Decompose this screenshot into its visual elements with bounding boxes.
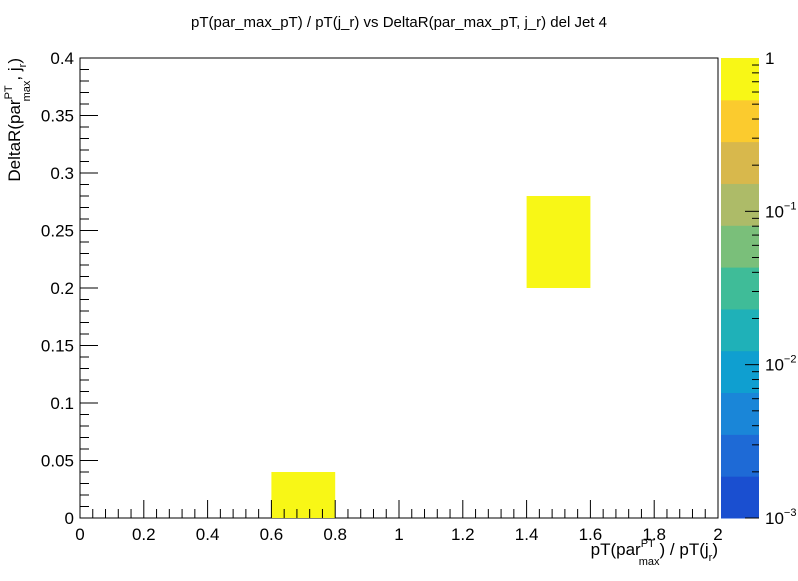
colorbar-label: 10−2	[765, 354, 796, 375]
y-axis-title-close: )	[5, 58, 24, 64]
y-tick-label: 0.2	[50, 279, 74, 298]
colorbar-band	[721, 476, 759, 519]
y-tick-label: 0.15	[41, 337, 74, 356]
x-tick-label: 1.6	[579, 525, 603, 544]
y-tick-label: 0.05	[41, 452, 74, 471]
colorbar-band	[721, 267, 759, 310]
x-axis-title-sub2: r	[709, 552, 713, 564]
heatmap-cell-0	[271, 472, 336, 518]
x-tick-label: 0.4	[196, 525, 220, 544]
y-tick-label: 0.3	[50, 164, 74, 183]
x-axis-title-close: )	[712, 540, 718, 559]
colorbar-band	[721, 392, 759, 435]
heatmap-cell-1	[526, 196, 591, 288]
heatmap-cells	[271, 196, 591, 518]
y-axis: 0 0.05 0.1 0.15 0.2 0.25 0.3 0.35 0.4	[41, 49, 98, 528]
y-tick-label: 0.35	[41, 107, 74, 126]
colorbar-label: 10−1	[765, 200, 796, 221]
y-tick-label: 0	[65, 509, 74, 528]
colorbar-band	[721, 141, 759, 184]
x-axis-title-sup: PT	[641, 538, 655, 550]
y-axis-title-sup: PT	[3, 85, 15, 99]
x-axis-title: pT(parPT max) / pT(jr)	[591, 538, 718, 568]
x-tick-label: 0	[75, 525, 84, 544]
colorbar-band	[721, 99, 759, 143]
y-tick-label: 0.4	[50, 49, 74, 68]
colorbar-label: 1	[765, 49, 774, 68]
x-axis-title-sub: max	[639, 556, 660, 568]
chart-title: pT(par_max_pT) / pT(j_r) vs DeltaR(par_m…	[191, 14, 607, 31]
y-tick-label: 0.1	[50, 394, 74, 413]
x-tick-label: 2	[713, 525, 722, 544]
y-axis-title: DeltaR(parPT max, jr)	[3, 58, 33, 182]
x-tick-label: 0.8	[323, 525, 347, 544]
x-axis: 0 0.2 0.4 0.6 0.8 1 1.2 1.4 1.6 1.8 2	[75, 500, 723, 544]
x-tick-label: 1.2	[451, 525, 475, 544]
x-axis-title-pre: pT(par	[591, 540, 641, 559]
colorbar: 1 10−1 10−2 10−3	[721, 49, 796, 528]
colorbar-label: 10−3	[765, 507, 796, 528]
y-axis-title-sub: max	[21, 80, 33, 101]
colorbar-band	[721, 225, 759, 268]
colorbar-band	[721, 58, 759, 101]
colorbar-band	[721, 434, 759, 477]
y-axis-title-sub2: r	[17, 63, 29, 67]
plot-frame	[79, 57, 719, 519]
x-tick-label: 1	[394, 525, 403, 544]
x-tick-label: 0.2	[132, 525, 156, 544]
x-tick-label: 1.8	[642, 525, 666, 544]
y-axis-title-post: , j	[5, 67, 24, 80]
x-tick-label: 0.6	[260, 525, 284, 544]
x-axis-title-post: ) / pT(j	[660, 540, 709, 559]
colorbar-band	[721, 308, 759, 352]
y-tick-label: 0.25	[41, 222, 74, 241]
y-axis-title-pre: DeltaR(par	[5, 99, 24, 182]
x-tick-label: 1.4	[515, 525, 539, 544]
colorbar-band	[721, 183, 759, 226]
